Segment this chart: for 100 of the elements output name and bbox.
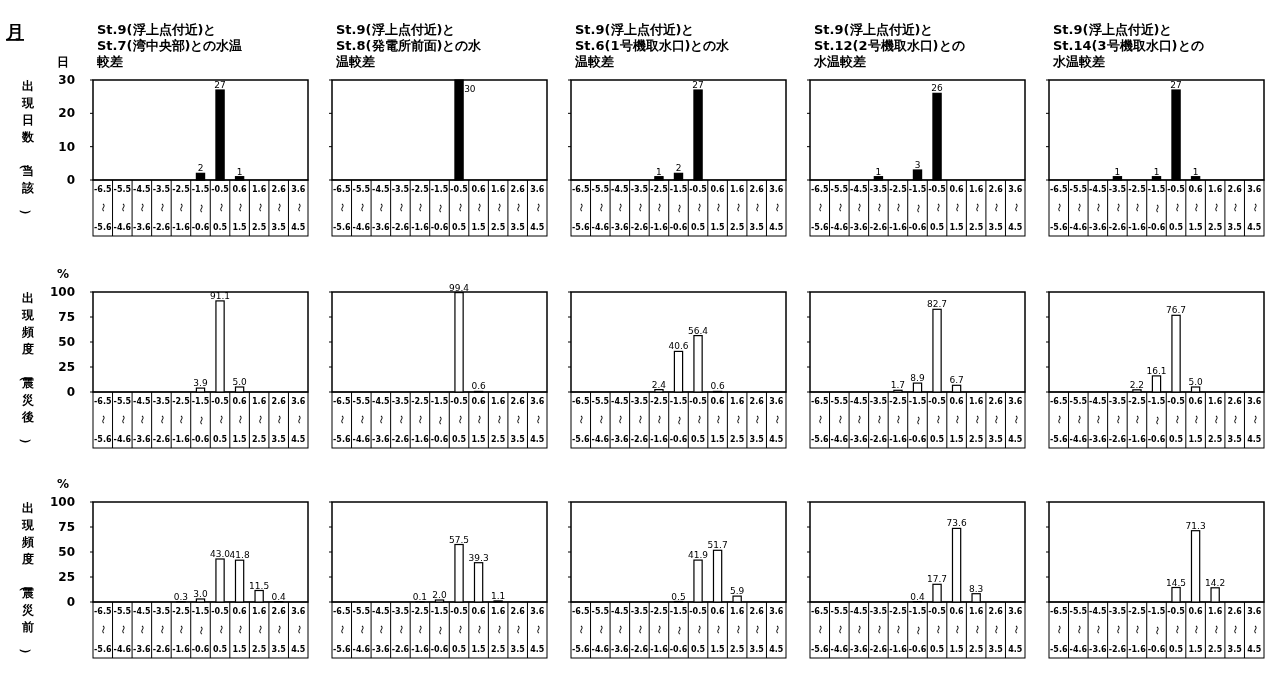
x-tick-label: -4.5〜-3.6 [1089,607,1108,654]
x-tick-label: -1.5〜-0.6 [669,607,688,654]
x-tick-label: 1.6〜2.5 [1208,185,1223,232]
x-tick-label: -3.5〜-2.6 [152,397,171,444]
x-tick-label: -2.5〜-1.6 [172,185,191,232]
y-tick-label: 100 [49,495,75,509]
y-tick-label: 20 [58,106,75,121]
x-tick-label: 1.6〜2.5 [730,185,745,232]
x-tick-label: 2.6〜3.5 [988,607,1004,654]
x-tick-label: 2.6〜3.5 [988,397,1004,444]
x-tick-label: -5.5〜-4.6 [830,397,849,444]
y-tick-label: 25 [58,570,75,584]
data-label: 0.4 [910,591,925,602]
x-tick-label: -1.5〜-0.6 [430,607,449,654]
x-tick-label: 0.6〜1.5 [710,607,726,654]
data-label: 1 [875,166,882,177]
x-tick-label: -5.5〜-4.6 [591,607,610,654]
data-label: 0.3 [173,591,189,602]
x-tick-label: 2.6〜3.5 [510,185,526,232]
x-tick-label: 1.6〜2.5 [491,397,506,444]
data-label: 3.9 [193,378,208,389]
x-tick-label: -6.5〜-5.6 [1050,185,1068,232]
x-tick-label: 3.6〜4.5 [530,607,545,654]
data-label: 73.6 [946,518,967,529]
y-tick-label: 30 [58,73,75,87]
x-tick-label: -3.5〜-2.6 [630,607,649,654]
x-tick-label: -4.5〜-3.6 [1089,185,1108,232]
x-tick-label: -1.5〜-0.6 [191,397,210,444]
data-label: 8.9 [910,373,925,384]
x-tick-label: 2.6〜3.5 [1227,397,1243,444]
x-tick-label: 3.6〜4.5 [291,397,306,444]
chart-title: St.9(浮上点付近)とSt.6(1号機取水口)との水温較差 [574,22,731,69]
x-tick-label: 1.6〜2.5 [491,185,506,232]
x-tick-label: -2.5〜-1.6 [650,185,669,232]
x-tick-label: -6.5〜-5.6 [572,185,590,232]
data-label: 17.7 [927,574,948,585]
text: 日 [57,55,69,69]
chart-title: St.9(浮上点付近)とSt.12(2号機取水口)との水温較差 [813,22,965,69]
x-tick-label: -3.5〜-2.6 [152,185,171,232]
data-label: 57.5 [449,534,470,545]
x-tick-label: -1.5〜-0.6 [908,607,927,654]
x-tick-label: -6.5〜-5.6 [333,607,351,654]
x-tick-label: 0.6〜1.5 [232,397,248,444]
x-tick-label: 2.6〜3.5 [749,607,765,654]
x-tick-label: -2.5〜-1.6 [172,607,191,654]
x-tick-label: -3.5〜-2.6 [869,607,888,654]
x-tick-label: -5.5〜-4.6 [830,185,849,232]
data-label: 3.0 [193,589,208,599]
x-tick-label: 3.6〜4.5 [291,185,306,232]
x-tick-label: -6.5〜-5.6 [94,607,112,654]
x-tick-label: 1.6〜2.5 [969,397,984,444]
x-tick-label: -3.5〜-2.6 [391,185,410,232]
x-tick-label: -1.5〜-0.6 [669,185,688,232]
data-label: 2.0 [432,590,447,600]
x-tick-label: 1.6〜2.5 [491,607,506,654]
x-tick-label: -2.5〜-1.6 [411,397,430,444]
x-tick-label: -6.5〜-5.6 [1050,607,1068,654]
data-label: 51.7 [707,540,728,551]
x-tick-label: 0.6〜1.5 [232,607,248,654]
x-tick-label: -4.5〜-3.6 [133,185,152,232]
data-label: 0.4 [271,591,287,602]
x-tick-label: -3.5〜-2.6 [869,185,888,232]
x-tick-label: -1.5〜-0.6 [908,185,927,232]
x-tick-label: 0.6〜1.5 [710,397,726,444]
x-tick-label: 0.6〜1.5 [1188,185,1204,232]
y-tick-label: 100 [49,285,75,299]
x-tick-label: -1.5〜-0.6 [669,397,688,444]
x-tick-label: 3.6〜4.5 [530,397,545,444]
x-tick-label: 0.6〜1.5 [710,185,726,232]
y-tick-label: 50 [58,545,75,559]
x-tick-label: 3.6〜4.5 [1008,607,1023,654]
x-tick-label: -0.5〜0.5 [928,397,947,444]
x-tick-label: -4.5〜-3.6 [372,607,391,654]
x-tick-label: 3.6〜4.5 [1008,397,1023,444]
x-tick-label: 3.6〜4.5 [769,607,784,654]
x-tick-label: -6.5〜-5.6 [333,185,351,232]
x-tick-label: -6.5〜-5.6 [811,607,829,654]
data-label: 40.6 [668,341,689,352]
data-label: 27 [1170,80,1182,90]
x-tick-label: 2.6〜3.5 [1227,607,1243,654]
x-tick-label: 1.6〜2.5 [1208,397,1223,444]
data-label: 43.0 [210,549,231,559]
x-tick-label: 0.6〜1.5 [949,607,965,654]
y-tick-label: 0 [66,173,75,187]
x-tick-label: -5.5〜-4.6 [1069,607,1088,654]
x-tick-label: -0.5〜0.5 [689,397,708,444]
x-tick-label: -5.5〜-4.6 [591,397,610,444]
x-tick-label: -3.5〜-2.6 [1108,607,1127,654]
x-tick-label: 1.6〜2.5 [730,397,745,444]
data-label: 39.3 [468,552,489,563]
x-tick-label: 2.6〜3.5 [749,397,765,444]
data-label: 27 [214,80,226,90]
x-tick-label: -6.5〜-5.6 [333,397,351,444]
x-tick-label: 3.6〜4.5 [769,397,784,444]
x-tick-label: -3.5〜-2.6 [391,607,410,654]
y-tick-label: 50 [58,335,75,349]
x-tick-label: -0.5〜0.5 [450,397,469,444]
x-tick-label: -5.5〜-4.6 [352,397,371,444]
text: % [56,477,70,491]
x-tick-label: 1.6〜2.5 [252,607,267,654]
